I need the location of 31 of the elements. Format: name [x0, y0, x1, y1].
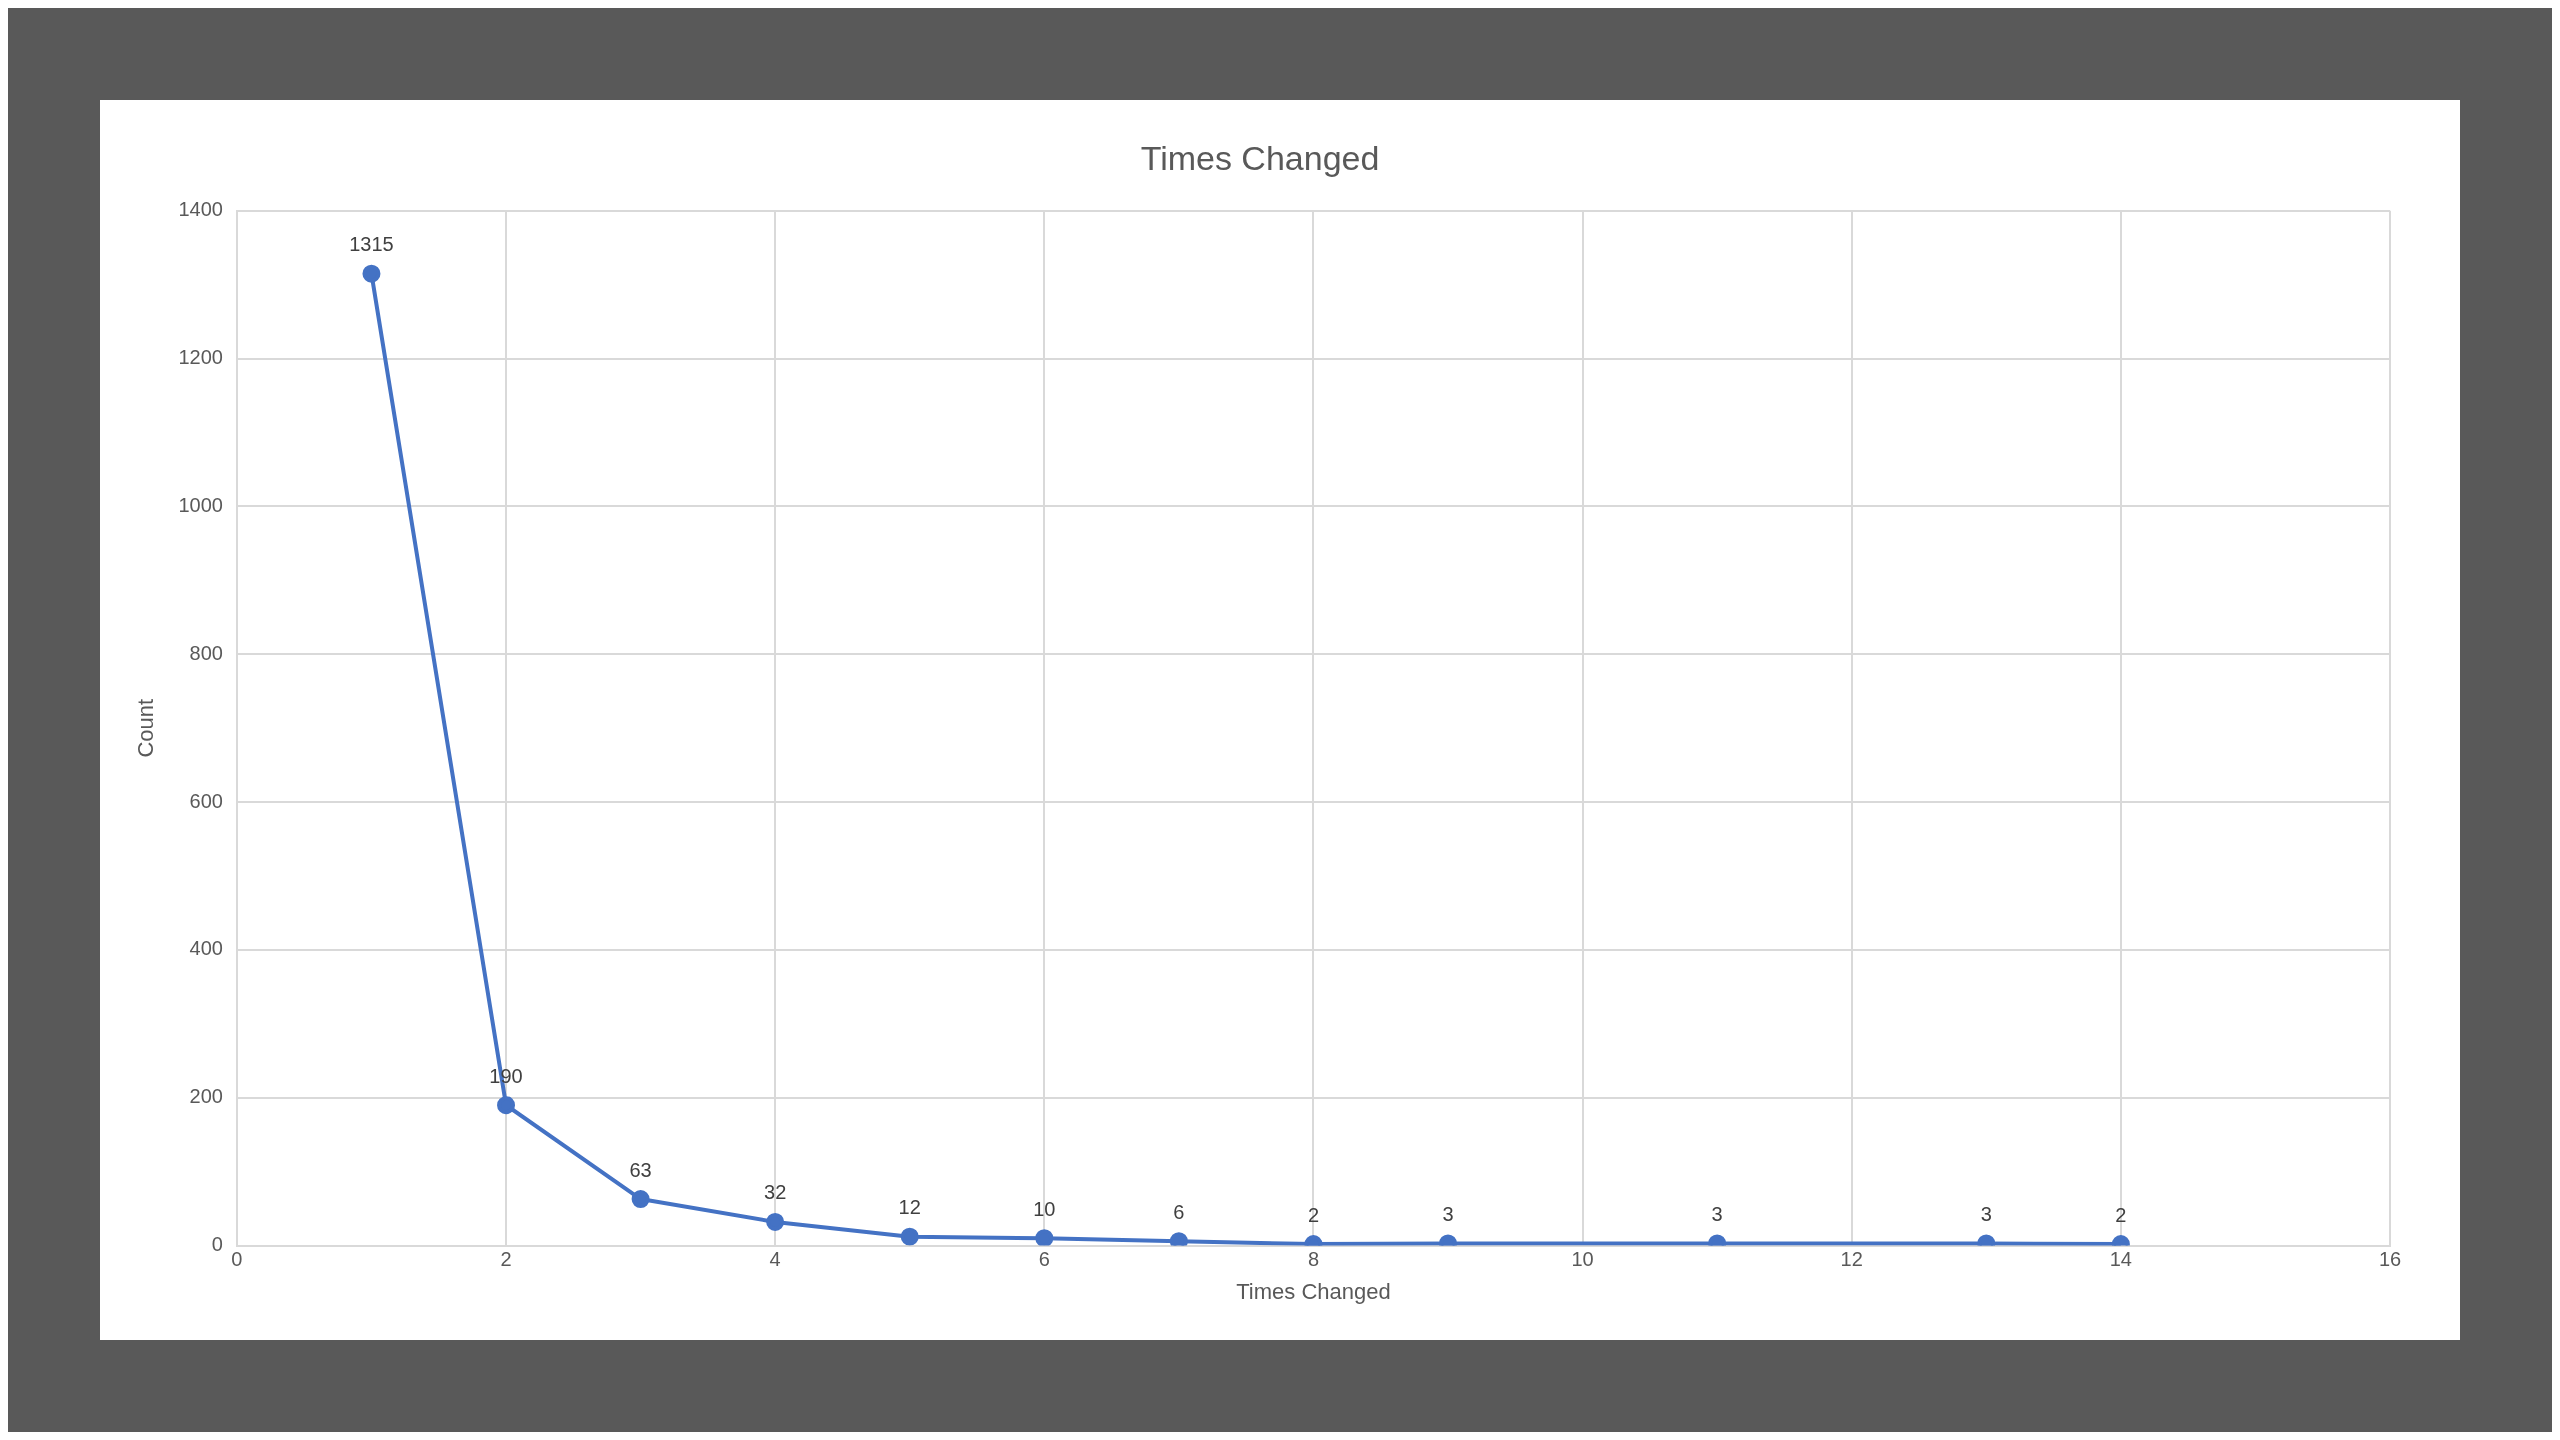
chart-title: Times Changed	[1140, 138, 1380, 177]
data-label: 3	[1442, 1202, 1454, 1225]
data-label: 3	[1980, 1202, 1992, 1225]
y-tick-label: 1400	[178, 198, 223, 221]
x-axis-title: Times Changed	[1236, 1278, 1391, 1304]
x-tick-label: 2	[500, 1248, 512, 1271]
y-tick-label: 600	[189, 789, 223, 812]
x-tick-label: 0	[231, 1248, 243, 1271]
x-tick-label: 6	[1038, 1248, 1050, 1271]
y-tick-label: 0	[211, 1233, 223, 1256]
y-tick-label: 1200	[178, 346, 223, 369]
x-tick-label: 4	[769, 1248, 781, 1271]
data-label: 32	[764, 1181, 787, 1204]
y-tick-label: 200	[189, 1085, 223, 1108]
x-tick-label: 8	[1307, 1248, 1320, 1271]
data-label: 10	[1033, 1197, 1056, 1220]
data-label: 2	[1307, 1203, 1320, 1226]
y-tick-label: 1000	[178, 493, 223, 516]
x-tick-label: 16	[2378, 1248, 2402, 1271]
y-axis-title: Count	[133, 698, 159, 758]
data-label: 12	[898, 1196, 921, 1219]
data-label: 3	[1711, 1202, 1723, 1225]
x-tick-label: 10	[1571, 1248, 1594, 1271]
x-tick-label: 12	[1840, 1248, 1863, 1271]
x-tick-label: 14	[2109, 1248, 2132, 1271]
y-tick-label: 800	[189, 641, 223, 664]
data-label: 63	[629, 1158, 652, 1181]
data-label: 2	[2115, 1203, 2127, 1226]
data-label: 6	[1173, 1200, 1185, 1223]
data-label: 1315	[349, 233, 394, 256]
y-tick-label: 400	[189, 937, 223, 960]
